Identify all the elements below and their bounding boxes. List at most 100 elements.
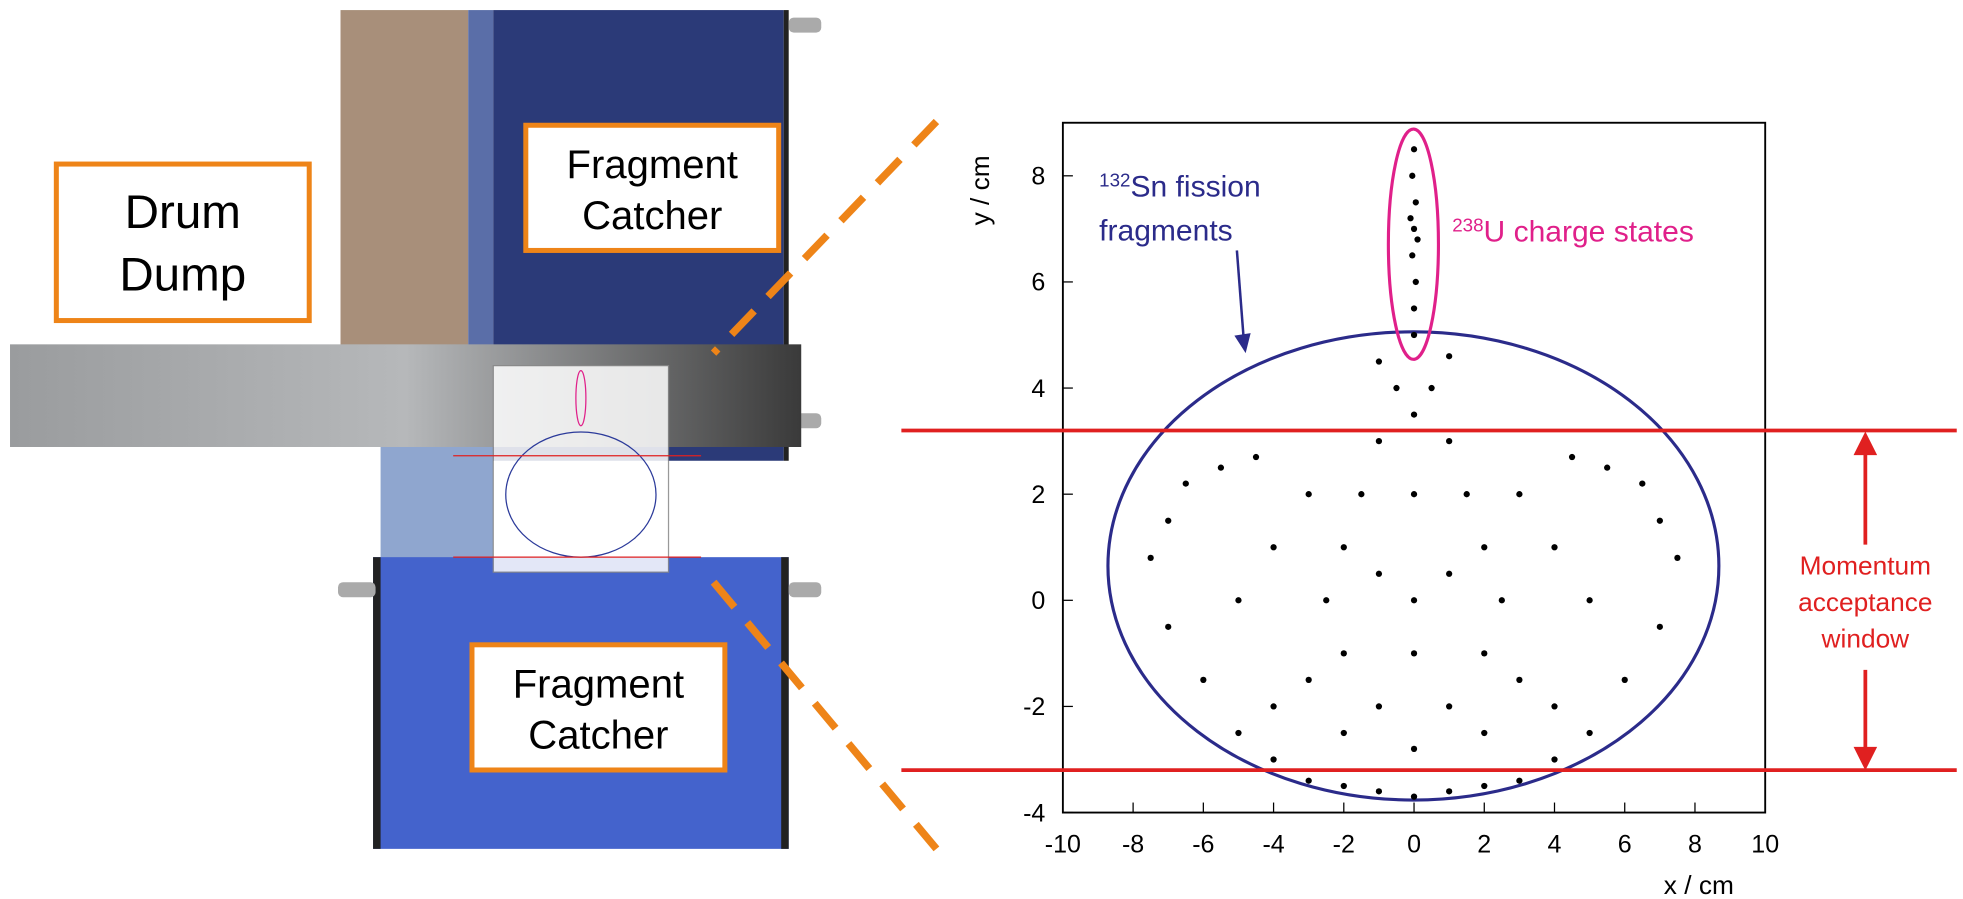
charge-ellipse [1388,129,1438,359]
x-tick-label: 8 [1688,831,1702,859]
point [1376,438,1382,444]
point [1428,385,1434,391]
x-tick-label: 6 [1618,831,1632,859]
point [1218,465,1224,471]
point [1481,544,1487,550]
point [1622,677,1628,683]
x-tick-label: -6 [1192,831,1214,859]
point [1411,746,1417,752]
point [1516,778,1522,784]
point [1551,703,1557,709]
point [1481,783,1487,789]
annotation: acceptance [1798,587,1932,617]
label-text: Fragment [567,143,738,187]
point [1657,624,1663,630]
point [1409,252,1415,258]
point [1411,332,1417,338]
point [1183,480,1189,486]
point [1165,624,1171,630]
point [1569,454,1575,460]
point [1253,454,1259,460]
y-tick-label: -2 [1023,693,1045,721]
point [1516,677,1522,683]
y-tick-label: -4 [1023,799,1045,827]
point [1409,173,1415,179]
point [1674,555,1680,561]
point [1341,650,1347,656]
annotation: Momentum [1800,551,1931,581]
point [1376,788,1382,794]
point [1411,305,1417,311]
point [1446,571,1452,577]
point [1341,783,1347,789]
point [1413,279,1419,285]
annotation: window [1821,623,1911,653]
point [1306,778,1312,784]
y-tick-label: 0 [1031,587,1045,615]
point [1411,794,1417,800]
point [1306,491,1312,497]
point [1376,358,1382,364]
point [1639,480,1645,486]
x-axis-label: x / cm [1664,870,1734,899]
point [1358,491,1364,497]
point [1200,677,1206,683]
x-tick-label: 4 [1548,831,1562,859]
point [1376,703,1382,709]
annotation: 132Sn fission [1099,170,1261,204]
point [1411,146,1417,152]
point [1481,730,1487,736]
page: {"diagram":{ "drum_dump":["Drum","Dump"]… [0,0,1963,899]
point [1411,597,1417,603]
point [1586,597,1592,603]
point [1376,571,1382,577]
point [1341,544,1347,550]
point [1446,703,1452,709]
point [1306,677,1312,683]
y-tick-label: 4 [1031,375,1045,403]
point [1411,411,1417,417]
y-tick-label: 6 [1031,269,1045,297]
label-text: Fragment [513,662,684,706]
point [1481,650,1487,656]
label-text: Catcher [582,194,722,238]
label-text: Dump [119,249,246,302]
annotation: 238U charge states [1452,215,1694,249]
point [1464,491,1470,497]
x-tick-label: -4 [1262,831,1284,859]
x-tick-label: -8 [1122,831,1144,859]
figure: Drum Dump Fragment Catcher Fragment Catc… [0,0,1963,899]
point [1393,385,1399,391]
point [1446,438,1452,444]
x-tick-label: 2 [1477,831,1491,859]
arrow [1237,250,1245,348]
point [1148,555,1154,561]
point [1270,703,1276,709]
point [1551,756,1557,762]
point [1165,518,1171,524]
point [1235,597,1241,603]
point [1446,353,1452,359]
x-tick-label: 10 [1751,831,1779,859]
point [1516,491,1522,497]
point [1323,597,1329,603]
point [1411,226,1417,232]
label-text: Drum [125,186,241,239]
point [1341,730,1347,736]
point [1446,788,1452,794]
point [1413,199,1419,205]
y-axis-label: y / cm [965,155,995,225]
point [1499,597,1505,603]
fragment-ellipse [1108,332,1719,800]
point [1551,544,1557,550]
point [1414,236,1420,242]
point [1604,465,1610,471]
y-tick-label: 2 [1031,481,1045,509]
label-text: Catcher [528,714,668,758]
x-tick-label: 0 [1407,831,1421,859]
point [1657,518,1663,524]
point [1270,544,1276,550]
point [1235,730,1241,736]
x-tick-label: -10 [1045,831,1081,859]
cad-drawing [10,10,936,849]
